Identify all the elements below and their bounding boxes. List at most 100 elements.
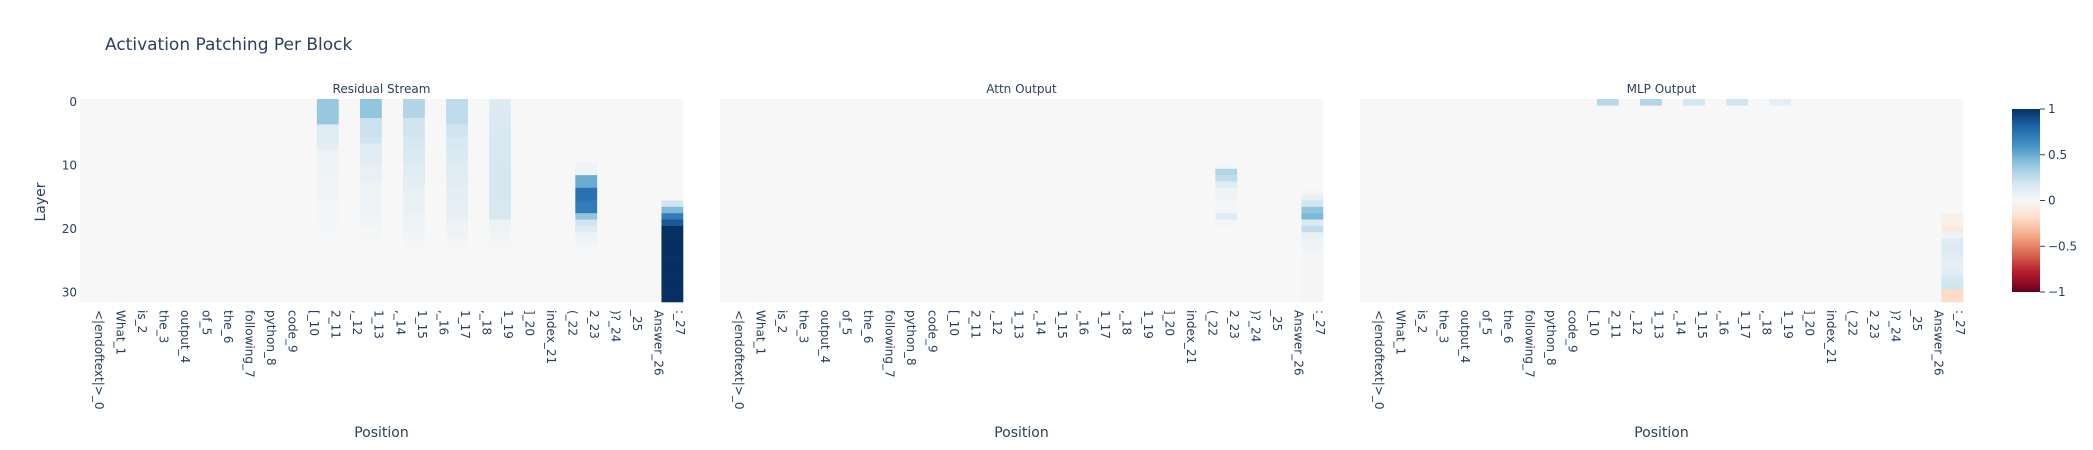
heatmap-cell (316, 130, 339, 138)
heatmap-cell (489, 206, 512, 214)
x-tick-label: python_8 (904, 310, 918, 366)
heatmap-cell (359, 181, 382, 189)
heatmap-cell (316, 187, 339, 195)
heatmap-cell (403, 244, 425, 252)
heatmap-cell (359, 156, 382, 163)
heatmap-cell (359, 143, 382, 151)
x-tick-label: [_10 (947, 310, 961, 336)
x-tick-label: 1_13 (1012, 310, 1026, 339)
heatmap-cell (316, 105, 339, 112)
heatmap-cell (446, 175, 468, 182)
heatmap-cell (1301, 232, 1324, 239)
heatmap-cell (661, 200, 684, 208)
heatmap-cell (1215, 181, 1238, 189)
x-tick-label: ,_18 (1759, 310, 1773, 335)
chart-title: Activation Patching Per Block (105, 35, 353, 55)
panel-title: MLP Output (1627, 82, 1697, 96)
heatmap-cell (403, 187, 425, 195)
heatmap-cell (403, 111, 425, 119)
x-tick-label: is_2 (1415, 310, 1429, 333)
heatmap-cell (316, 156, 339, 163)
heatmap-cell (1941, 244, 1964, 252)
heatmap-cell (1301, 200, 1324, 208)
heatmap-cell (575, 219, 598, 227)
heatmap-cell (489, 99, 512, 106)
heatmap-cell (1215, 187, 1238, 195)
heatmap-cell (489, 238, 512, 246)
heatmap-cell (1215, 194, 1238, 201)
y-axis-ticks: 0 10 20 30 (62, 95, 77, 299)
x-tick-label: _25 (1910, 309, 1924, 331)
heatmap-cell (1941, 219, 1964, 227)
heatmap-cell (1301, 219, 1324, 227)
panel-title: Attn Output (986, 82, 1057, 96)
x-tick-label: code_9 (926, 310, 940, 353)
x-tick-label: 1_15 (415, 310, 429, 339)
x-tick-label: of_5 (1479, 310, 1493, 335)
heatmap-cell (359, 124, 382, 132)
heatmap-cell (316, 175, 339, 182)
heatmap-cell (403, 130, 425, 138)
heatmap-cell (661, 263, 684, 271)
x-tick-label: ,_16 (1076, 310, 1090, 335)
heatmap-cell (316, 194, 339, 201)
x-tick-label: What_1 (1393, 310, 1407, 355)
heatmap-cell (446, 225, 468, 233)
heatmap-cell (575, 194, 598, 201)
heatmap-cell (446, 156, 468, 163)
heatmap-cell (316, 232, 339, 239)
heatmap-background (1360, 99, 1963, 302)
heatmap-cell (1726, 99, 1748, 106)
heatmap-cell (316, 162, 339, 170)
colorbar-tick-label: 0.5 (2048, 148, 2067, 162)
x-tick-label: is_2 (135, 310, 149, 333)
y-tick-label: 0 (69, 95, 77, 109)
x-tick-label: the_6 (861, 310, 875, 343)
heatmap-cell (403, 181, 425, 189)
heatmap-cell (359, 232, 382, 239)
x-tick-label: (_22 (566, 310, 580, 336)
heatmap-cell (1215, 200, 1238, 208)
heatmap-cell (446, 194, 468, 201)
x-tick-label: output_4 (178, 310, 192, 363)
heatmap-cell (316, 238, 339, 246)
heatmap-cell (1941, 232, 1964, 239)
panel-attn-output: Attn Output <|endoftext|>_0 What_1 is_2 the_… (720, 82, 1327, 441)
x-tick-label: 2_11 (969, 310, 983, 339)
x-tick-label: ]_20 (1802, 310, 1816, 336)
x-axis-title: Position (354, 425, 409, 441)
heatmap-cell (1941, 270, 1964, 277)
heatmap-cell (575, 232, 598, 239)
heatmap-cell (359, 99, 382, 106)
heatmap-cell (1941, 295, 1964, 303)
heatmap-cell (489, 244, 512, 252)
x-tick-label: _25 (1270, 309, 1284, 331)
x-tick-label: ]_20 (522, 310, 536, 336)
colorbar-tick-label: −0.5 (2048, 239, 2077, 253)
heatmap-cell (1941, 263, 1964, 271)
heatmap-cell (316, 124, 339, 132)
x-tick-label: following_7 (883, 310, 897, 378)
heatmap-cell (403, 168, 425, 176)
x-tick-label: ,_12 (350, 310, 364, 335)
panel-residual-stream: Residual Stream <|endoftext|>_0 What_1 is_2… (80, 82, 687, 441)
heatmap-cell (575, 187, 598, 195)
heatmap-cell (1215, 175, 1238, 182)
heatmap-cell (661, 251, 684, 258)
heatmap-cell (446, 105, 468, 112)
heatmap-cell (1941, 251, 1964, 258)
heatmap-cell (575, 181, 598, 189)
heatmap-cell (446, 118, 468, 125)
heatmap-cell (446, 111, 468, 119)
heatmap-cell (489, 118, 512, 125)
heatmap-cell (1683, 99, 1705, 106)
heatmap-cell (446, 187, 468, 195)
heatmap-cell (316, 225, 339, 233)
heatmap-cell (1301, 238, 1324, 246)
x-tick-label: 1_13 (372, 310, 386, 339)
x-tick-label: index_21 (1184, 310, 1198, 364)
heatmap-cell (316, 168, 339, 176)
heatmap-cell (1301, 282, 1324, 290)
heatmap-cell (575, 168, 598, 176)
